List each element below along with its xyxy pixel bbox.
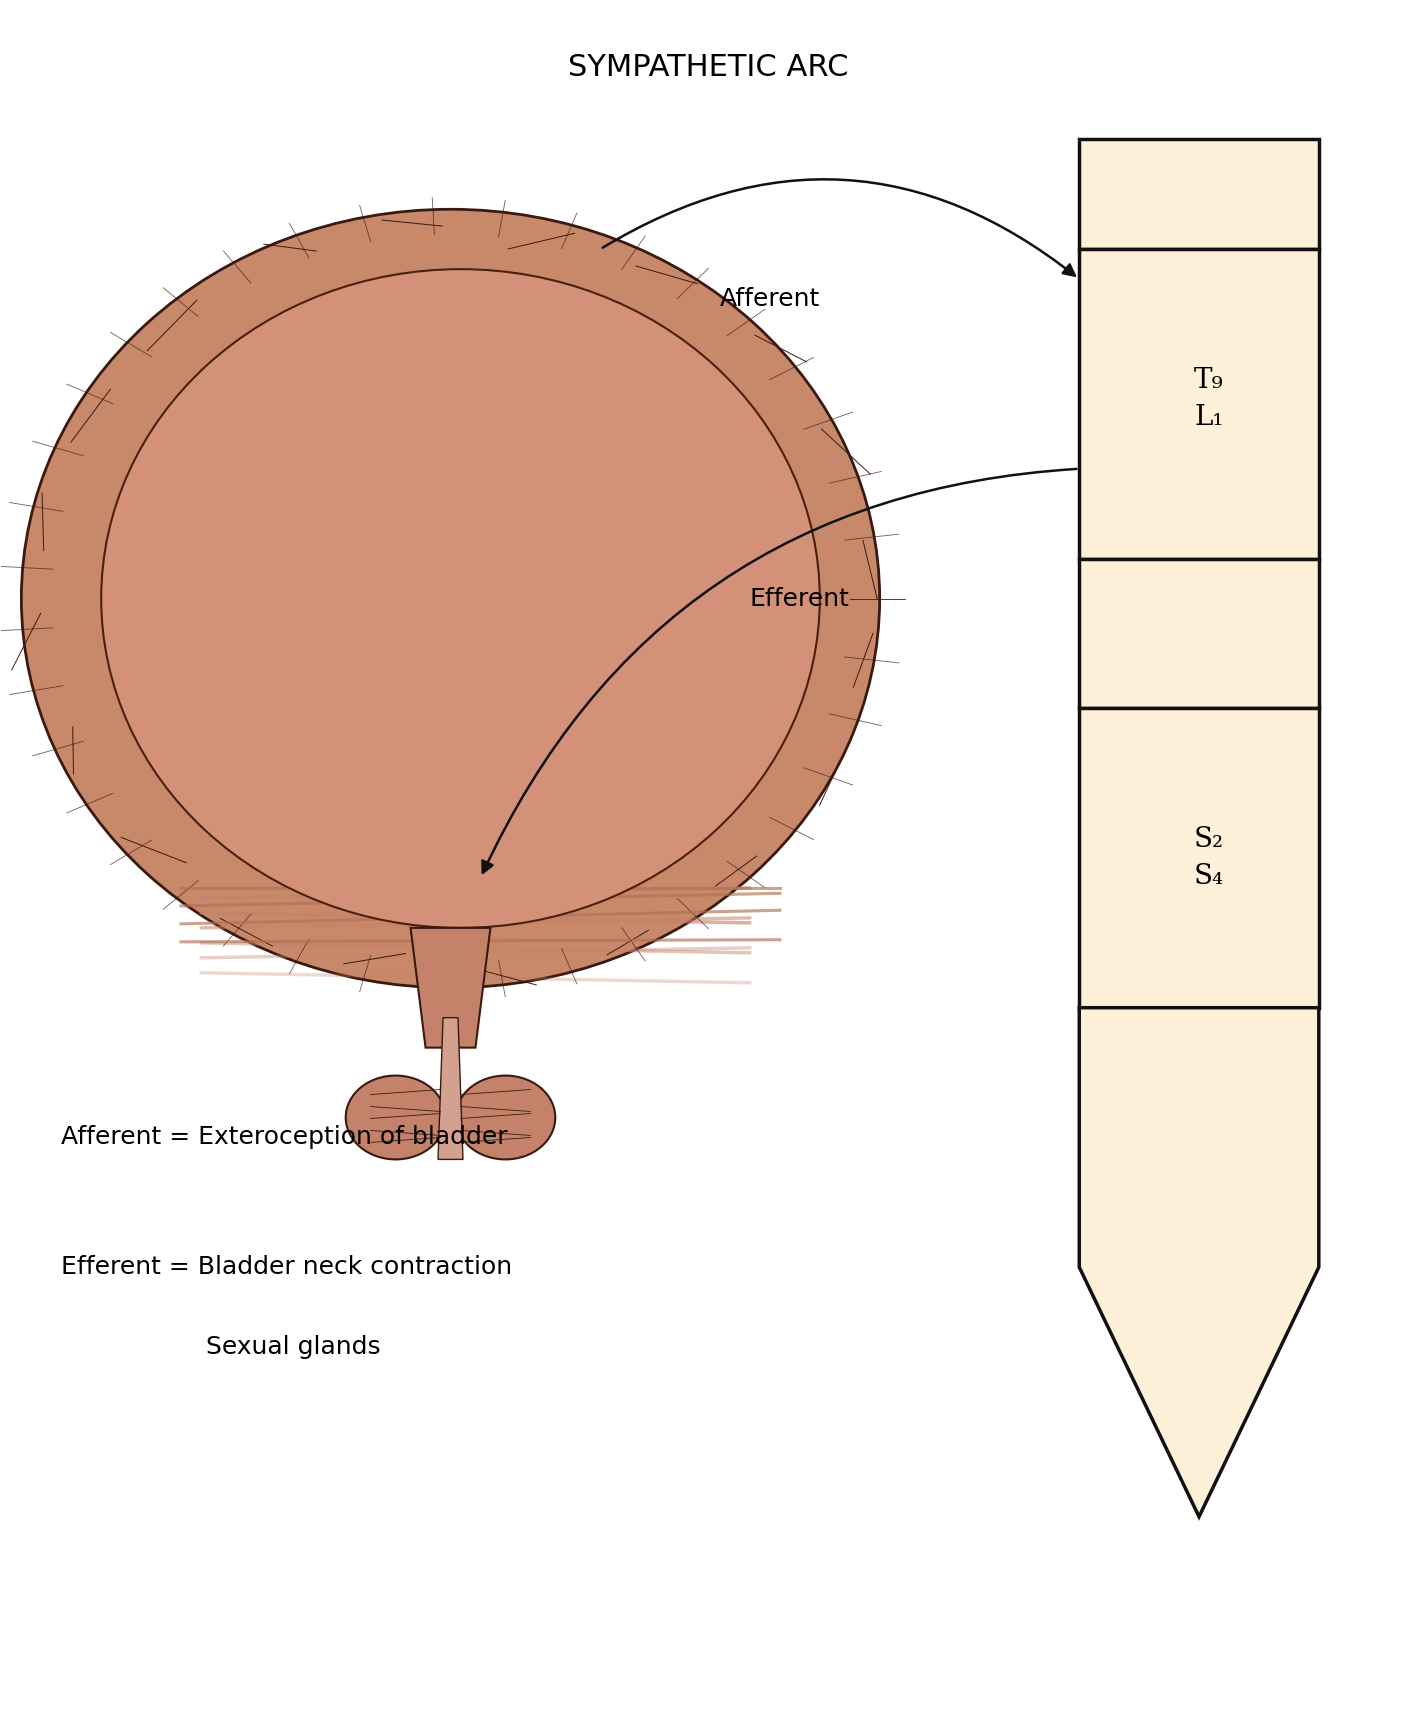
- Text: T₉
L₁: T₉ L₁: [1195, 366, 1224, 431]
- Polygon shape: [1080, 708, 1319, 1008]
- Ellipse shape: [346, 1075, 445, 1160]
- Text: S₂
S₄: S₂ S₄: [1195, 826, 1224, 890]
- Text: Sexual glands: Sexual glands: [205, 1335, 381, 1359]
- Ellipse shape: [455, 1075, 555, 1160]
- Text: Afferent = Exteroception of bladder: Afferent = Exteroception of bladder: [61, 1125, 507, 1149]
- Text: Afferent: Afferent: [720, 287, 820, 311]
- Ellipse shape: [21, 210, 880, 988]
- Polygon shape: [1080, 249, 1319, 558]
- Polygon shape: [411, 928, 490, 1048]
- Text: SYMPATHETIC ARC: SYMPATHETIC ARC: [568, 53, 849, 82]
- Polygon shape: [1080, 1008, 1319, 1517]
- FancyArrowPatch shape: [602, 179, 1076, 275]
- FancyArrowPatch shape: [482, 469, 1077, 873]
- Text: Efferent: Efferent: [750, 586, 850, 610]
- Text: Efferent = Bladder neck contraction: Efferent = Bladder neck contraction: [61, 1256, 513, 1280]
- Polygon shape: [1080, 558, 1319, 708]
- Polygon shape: [438, 1017, 463, 1160]
- Polygon shape: [1080, 139, 1319, 249]
- Ellipse shape: [101, 270, 820, 928]
